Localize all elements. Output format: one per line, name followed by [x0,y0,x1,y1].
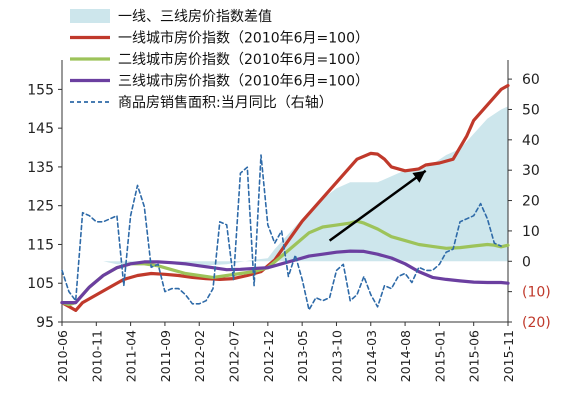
legend-label: 二线城市房价指数（2010年6月=100） [118,51,369,68]
series-line-3 [60,249,510,305]
x-tick-label: 2010-06 [55,330,70,382]
x-tick-label: 2011-09 [158,330,173,382]
right-tick-label: 50 [522,102,540,118]
x-tick-label: 2012-07 [227,330,242,382]
right-tick-label: 0 [522,254,531,270]
series-area-diff [62,106,508,266]
legend-label: 一线城市房价指数（2010年6月=100） [118,30,369,47]
legend-label: 商品房销售面积:当月同比（右轴） [118,95,333,111]
x-tick-label: 2010-11 [89,330,104,382]
right-tick-label: (10) [522,285,551,301]
x-tick-label: 2014-03 [364,330,379,382]
series-line-4 [61,154,502,311]
legend-label: 一线、三线房价指数差值 [118,9,272,25]
right-tick-label: (20) [522,315,551,331]
series-line-1 [60,83,510,312]
left-tick-label: 145 [27,121,54,137]
left-tick-label: 125 [27,199,54,215]
x-tick-label: 2013-10 [329,330,344,382]
x-tick-label: 2015-11 [501,330,516,382]
left-tick-label: 115 [27,237,54,253]
left-tick-label: 105 [27,276,54,292]
left-tick-label: 135 [27,160,54,176]
right-tick-label: 30 [522,163,540,179]
right-tick-label: 40 [522,133,540,149]
legend-label: 三线城市房价指数（2010年6月=100） [118,73,369,90]
left-tick-label: 155 [27,82,54,98]
trend-arrow-line [328,169,427,242]
x-tick-label: 2015-06 [467,330,482,382]
x-tick-label: 2015-01 [432,330,447,382]
x-tick-label: 2012-12 [261,330,276,382]
left-tick-label: 95 [36,315,54,331]
right-tick-label: 10 [522,224,540,240]
x-tick-label: 2013-05 [295,330,310,382]
x-tick-label: 2011-04 [124,330,139,382]
right-tick-label: 60 [522,72,540,88]
trend-arrow-head [412,170,426,183]
legend-swatch-area [70,9,110,23]
right-tick-label: 20 [522,194,540,210]
x-tick-label: 2014-08 [398,330,413,382]
x-tick-label: 2012-02 [192,330,207,382]
